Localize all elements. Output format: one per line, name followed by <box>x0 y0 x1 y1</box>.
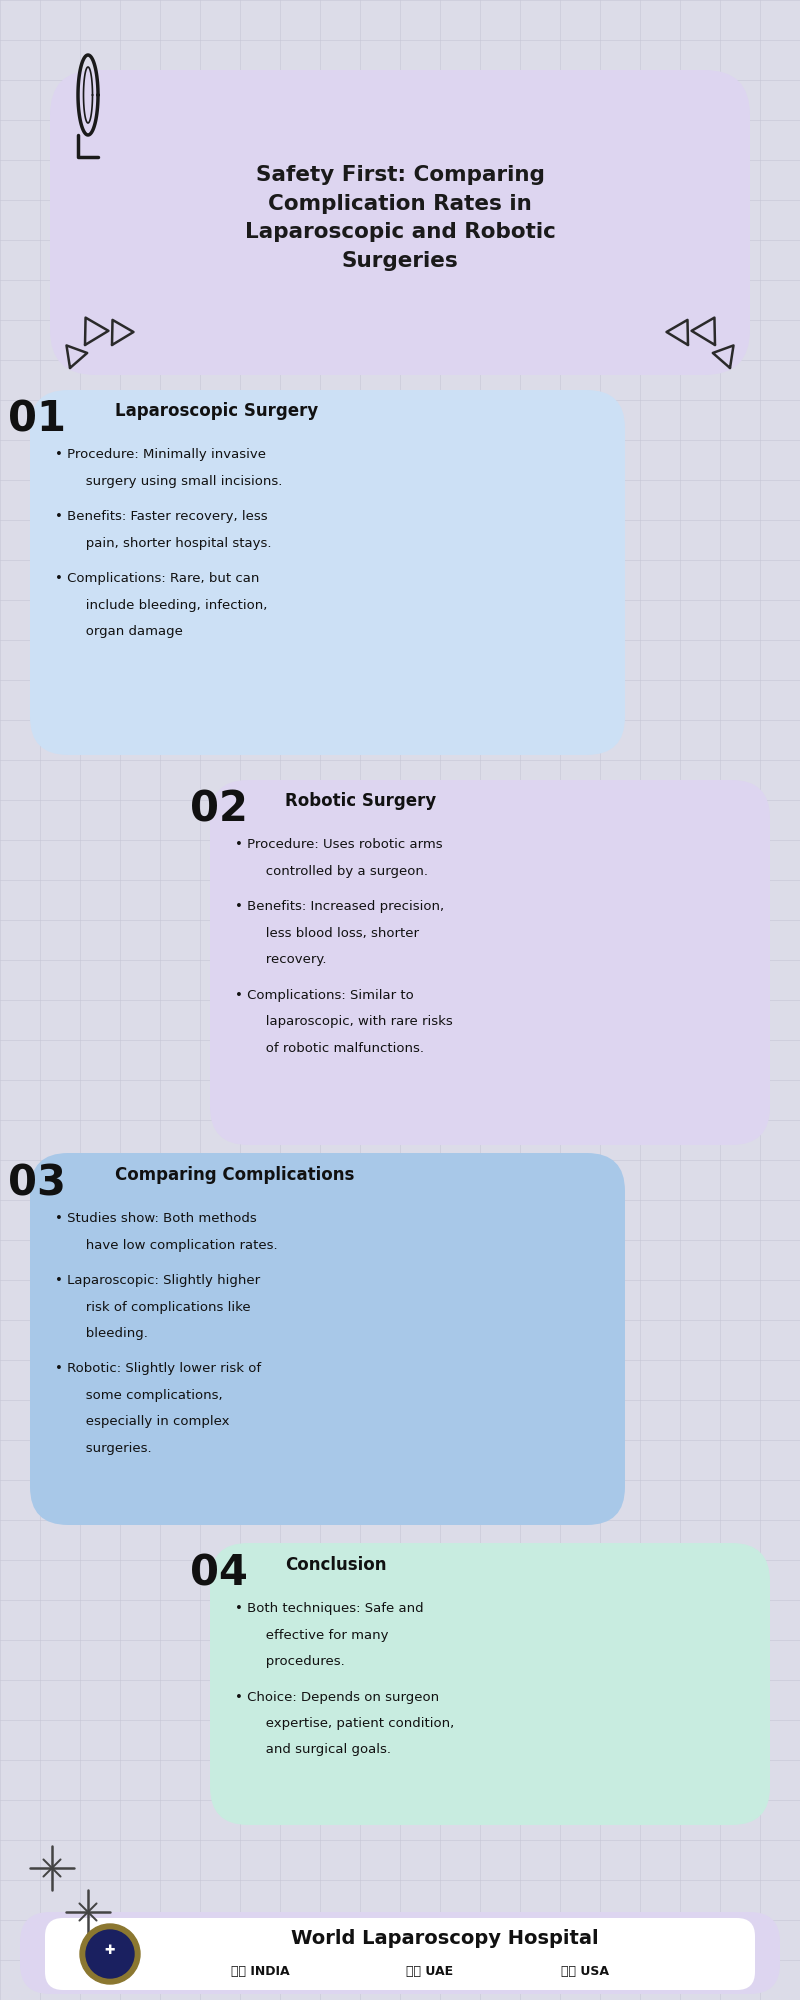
Text: • Complications: Rare, but can: • Complications: Rare, but can <box>55 572 259 586</box>
Text: recovery.: recovery. <box>253 954 326 966</box>
Text: ✚: ✚ <box>105 1944 115 1958</box>
Text: • Benefits: Faster recovery, less: • Benefits: Faster recovery, less <box>55 510 268 524</box>
Text: 🇦🇪 UAE: 🇦🇪 UAE <box>406 1966 454 1978</box>
FancyBboxPatch shape <box>30 390 625 754</box>
Text: surgeries.: surgeries. <box>73 1442 152 1454</box>
Text: pain, shorter hospital stays.: pain, shorter hospital stays. <box>73 536 271 550</box>
Text: Safety First: Comparing
Complication Rates in
Laparoscopic and Robotic
Surgeries: Safety First: Comparing Complication Rat… <box>245 164 555 272</box>
Text: 🇺🇸 USA: 🇺🇸 USA <box>561 1966 609 1978</box>
Text: have low complication rates.: have low complication rates. <box>73 1238 278 1252</box>
Text: include bleeding, infection,: include bleeding, infection, <box>73 598 267 612</box>
Text: 🇮🇳 INDIA: 🇮🇳 INDIA <box>230 1966 290 1978</box>
Text: and surgical goals.: and surgical goals. <box>253 1744 391 1756</box>
Text: surgery using small incisions.: surgery using small incisions. <box>73 474 282 488</box>
FancyBboxPatch shape <box>210 780 770 1144</box>
Text: • Benefits: Increased precision,: • Benefits: Increased precision, <box>235 900 444 914</box>
Text: World Laparoscopy Hospital: World Laparoscopy Hospital <box>291 1928 599 1948</box>
Circle shape <box>86 1930 134 1978</box>
Text: laparoscopic, with rare risks: laparoscopic, with rare risks <box>253 1016 453 1028</box>
Text: 02: 02 <box>190 788 248 830</box>
Text: • Procedure: Minimally invasive: • Procedure: Minimally invasive <box>55 448 266 462</box>
Text: expertise, patient condition,: expertise, patient condition, <box>253 1716 454 1730</box>
Text: procedures.: procedures. <box>253 1656 345 1668</box>
Text: Robotic Surgery: Robotic Surgery <box>285 792 436 810</box>
Text: • Choice: Depends on surgeon: • Choice: Depends on surgeon <box>235 1690 439 1704</box>
Text: organ damage: organ damage <box>73 626 183 638</box>
Text: of robotic malfunctions.: of robotic malfunctions. <box>253 1042 424 1054</box>
Text: Conclusion: Conclusion <box>285 1556 386 1574</box>
Text: bleeding.: bleeding. <box>73 1328 148 1340</box>
Polygon shape <box>83 68 93 122</box>
FancyBboxPatch shape <box>20 1912 780 1994</box>
Circle shape <box>80 1924 140 1984</box>
FancyBboxPatch shape <box>45 1918 755 1990</box>
Text: some complications,: some complications, <box>73 1388 222 1402</box>
Text: Laparoscopic Surgery: Laparoscopic Surgery <box>115 402 318 420</box>
Text: Comparing Complications: Comparing Complications <box>115 1166 354 1184</box>
Text: • Both techniques: Safe and: • Both techniques: Safe and <box>235 1602 424 1616</box>
Text: 01: 01 <box>8 398 66 440</box>
Text: • Studies show: Both methods: • Studies show: Both methods <box>55 1212 257 1224</box>
Text: • Robotic: Slightly lower risk of: • Robotic: Slightly lower risk of <box>55 1362 261 1376</box>
FancyBboxPatch shape <box>30 1152 625 1524</box>
Text: controlled by a surgeon.: controlled by a surgeon. <box>253 864 428 878</box>
Text: • Procedure: Uses robotic arms: • Procedure: Uses robotic arms <box>235 838 442 852</box>
Text: less blood loss, shorter: less blood loss, shorter <box>253 926 419 940</box>
Text: especially in complex: especially in complex <box>73 1416 230 1428</box>
Text: risk of complications like: risk of complications like <box>73 1300 250 1314</box>
Text: • Complications: Similar to: • Complications: Similar to <box>235 988 414 1002</box>
Text: 03: 03 <box>8 1162 66 1204</box>
Text: • Laparoscopic: Slightly higher: • Laparoscopic: Slightly higher <box>55 1274 260 1288</box>
FancyBboxPatch shape <box>210 1544 770 1824</box>
Text: 04: 04 <box>190 1552 248 1594</box>
Text: effective for many: effective for many <box>253 1628 389 1642</box>
FancyBboxPatch shape <box>50 70 750 376</box>
